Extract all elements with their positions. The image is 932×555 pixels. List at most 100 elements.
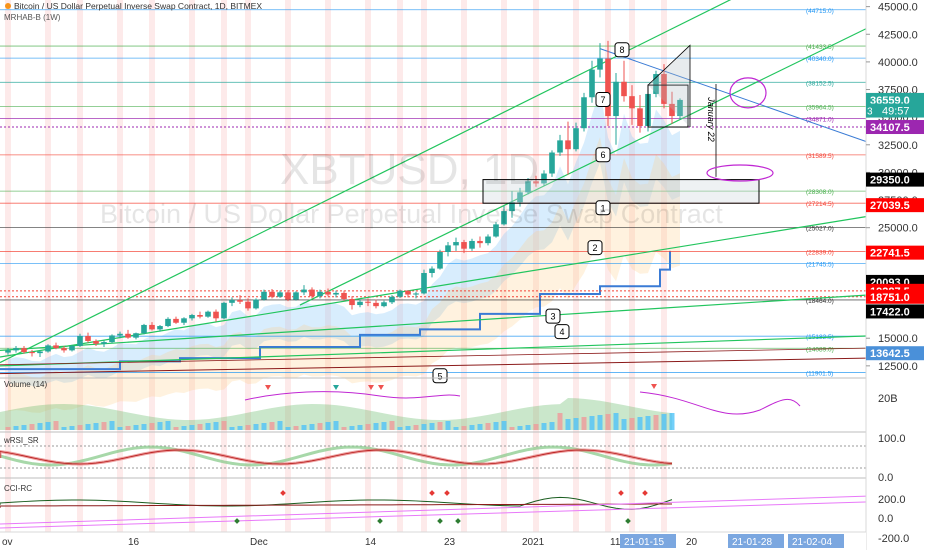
volume-bar	[389, 421, 395, 430]
signal-diamond	[625, 518, 631, 524]
session-stripe	[189, 0, 195, 550]
volume-bar	[669, 413, 675, 430]
price-badge-text: 27039.5	[870, 200, 910, 212]
volume-bar	[141, 424, 147, 430]
wave-marker	[545, 308, 561, 324]
level-label: (35964.5)	[806, 104, 834, 111]
price-tick-label: 32500.0	[878, 140, 918, 152]
candle-body	[573, 128, 579, 150]
candle-body	[53, 345, 59, 349]
volume-bar	[365, 424, 371, 430]
watermark-symbol: XBTUSD, 1D	[280, 145, 539, 194]
price-badge-text: 13642.5	[870, 348, 910, 360]
candle-body	[429, 268, 435, 273]
volume-bar	[45, 422, 51, 430]
session-stripe	[661, 0, 667, 550]
candle-body	[29, 352, 35, 354]
volume-bar	[621, 419, 627, 430]
candle-body	[525, 181, 531, 193]
candle-body	[437, 252, 443, 269]
volume-bar	[325, 422, 331, 430]
cci-tick-label: 200.0	[878, 494, 906, 506]
wrsi-pane-title: wRSI_SR	[3, 436, 39, 445]
price-badge-text: 49:57	[882, 106, 910, 118]
level-label: (22839.0)	[806, 250, 834, 257]
volume-bar	[629, 418, 635, 430]
level-label: (31589.5)	[806, 153, 834, 160]
session-stripe	[533, 0, 539, 550]
level-label: (38152.5)	[806, 80, 834, 87]
session-stripe	[221, 0, 227, 550]
session-stripe	[245, 0, 251, 550]
candle-body	[205, 311, 211, 317]
candle-body	[165, 318, 171, 327]
signal-diamond	[234, 518, 240, 524]
candles-layer	[5, 40, 683, 357]
candle-body	[213, 311, 219, 319]
volume-bar	[341, 427, 347, 430]
volume-bar	[613, 413, 619, 430]
price-badge	[866, 198, 924, 213]
time-tick-label: Dec	[250, 537, 268, 548]
candle-body	[589, 69, 595, 98]
candle-body	[397, 290, 403, 297]
session-stripe	[397, 0, 403, 550]
candle-body	[445, 245, 451, 252]
candle-body	[677, 99, 683, 117]
highlight-ellipse	[729, 77, 767, 109]
wave-marker	[595, 200, 611, 216]
session-stripe	[77, 0, 83, 550]
volume-bar	[53, 421, 59, 430]
trend-line-blue	[599, 48, 867, 142]
symbol-title: Bitcoin / US Dollar Perpetual Inverse Sw…	[14, 1, 262, 11]
volume-bar	[301, 425, 307, 430]
session-stripe	[117, 0, 123, 550]
candle-body	[549, 152, 555, 174]
candle-body	[221, 302, 227, 319]
cloud-band-orange	[8, 137, 680, 413]
level-label: (40340.0)	[806, 56, 834, 63]
volume-bar	[477, 424, 483, 430]
volume-bar	[309, 424, 315, 430]
volume-bar	[245, 425, 251, 430]
volume-bar	[493, 422, 499, 430]
candle-body	[237, 300, 243, 302]
candle-body	[69, 345, 75, 351]
candle-body	[77, 336, 83, 346]
volume-bar	[357, 425, 363, 430]
wave-marker	[595, 91, 611, 107]
session-stripe	[45, 0, 51, 550]
candle-body	[501, 211, 507, 225]
price-tick-label: 42500.0	[878, 29, 918, 41]
wave-marker-label: 6	[600, 150, 605, 160]
volume-bar	[509, 427, 515, 430]
candle-body	[133, 333, 139, 338]
session-stripe	[365, 0, 371, 550]
volume-bar	[333, 421, 339, 430]
candle-body	[653, 74, 659, 94]
volume-bar	[317, 423, 323, 430]
candle-body	[421, 273, 427, 294]
time-tick-label: 14	[365, 537, 377, 548]
candle-body	[365, 301, 371, 303]
session-stripe	[573, 0, 579, 550]
time-highlight-badge	[728, 534, 784, 548]
watermark-description: Bitcoin / US Dollar Perpetual Inverse Sw…	[100, 199, 723, 229]
volume-bar	[213, 422, 219, 430]
wave-marker-label: 1	[600, 203, 605, 213]
candle-body	[109, 335, 115, 343]
trend-line-green	[299, 28, 867, 306]
session-stripe	[285, 0, 291, 550]
highlight-ellipse	[706, 164, 774, 182]
price-badge	[866, 304, 924, 319]
volume-bar	[77, 425, 83, 430]
level-label: (11901.5)	[806, 370, 833, 377]
session-stripe	[149, 0, 155, 550]
volume-bar	[101, 422, 107, 430]
volume-bar	[485, 423, 491, 430]
candle-body	[317, 291, 323, 297]
candle-body	[61, 348, 67, 351]
price-tick-label: 40000.0	[878, 57, 918, 69]
cci-signal	[0, 503, 673, 508]
